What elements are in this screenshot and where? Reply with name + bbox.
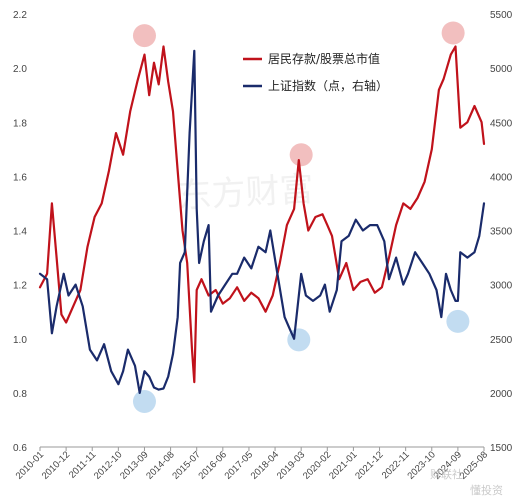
series: [38, 45, 486, 394]
trough-highlight-marker: [132, 390, 156, 414]
x-tick-label: 2015-07: [170, 449, 202, 481]
left-tick-label: 1.8: [13, 118, 27, 129]
right-tick-label: 5000: [490, 64, 513, 75]
left-tick-label: 2.0: [13, 64, 27, 75]
watermark: 东方财富: [177, 169, 315, 216]
right-tick-label: 4500: [490, 118, 513, 129]
corner-watermark: 财联社 懂投资: [430, 467, 503, 497]
x-axis: 2010-012010-122011-112012-102013-092014-…: [14, 447, 490, 482]
x-tick-label: 2014-08: [144, 449, 176, 481]
x-tick-label: 2016-06: [197, 449, 229, 481]
right-tick-label: 5500: [490, 10, 513, 21]
x-tick-label: 2010-12: [40, 449, 72, 481]
right-tick-label: 3500: [490, 227, 513, 238]
corner-watermark-line1: 财联社: [430, 467, 463, 481]
x-tick-label: 2020-02: [301, 449, 333, 481]
right-tick-label: 2500: [490, 335, 513, 346]
x-tick-label: 2012-10: [92, 449, 124, 481]
x-tick-label: 2010-01: [14, 449, 46, 481]
left-tick-label: 0.8: [13, 389, 27, 400]
highlight-markers: [132, 21, 470, 414]
x-tick-label: 2021-01: [327, 449, 359, 481]
left-axis: 2.2 2.0 1.8 1.6 1.4 1.2 1.0 0.8 0.6: [13, 10, 27, 454]
right-tick-label: 2000: [490, 389, 513, 400]
peak-highlight-marker: [289, 143, 313, 167]
right-axis: 5500 5000 4500 4000 3500 3000 2500 2000 1500: [490, 10, 513, 454]
left-tick-label: 1.0: [13, 335, 27, 346]
x-tick-label: 2017-05: [223, 449, 255, 481]
left-tick-label: 2.2: [13, 10, 27, 21]
peak-highlight-marker: [132, 24, 156, 48]
legend: 居民存款/股票总市值 上证指数（点，右轴）: [243, 51, 388, 93]
deposit-ratio-line: [38, 45, 486, 384]
corner-watermark-line2: 懂投资: [470, 483, 503, 497]
left-tick-label: 0.6: [13, 443, 27, 454]
x-tick-label: 2018-04: [249, 449, 281, 481]
x-tick-label: 2021-12: [353, 449, 385, 481]
x-tick-label: 2019-03: [275, 449, 307, 481]
trough-highlight-marker: [446, 309, 470, 333]
legend-label-deposit-ratio: 居民存款/股票总市值: [268, 51, 380, 66]
x-tick-label: 2013-09: [118, 449, 150, 481]
right-tick-label: 3000: [490, 281, 513, 292]
right-tick-label: 1500: [490, 443, 513, 454]
legend-label-sse-index: 上证指数（点，右轴）: [268, 78, 388, 93]
left-tick-label: 1.6: [13, 172, 27, 183]
peak-highlight-marker: [441, 21, 465, 45]
left-tick-label: 1.2: [13, 281, 27, 292]
left-tick-label: 1.4: [13, 227, 27, 238]
right-tick-label: 4000: [490, 172, 513, 183]
sse-index-line: [38, 49, 486, 394]
watermark-text: 东方财富: [177, 169, 315, 216]
